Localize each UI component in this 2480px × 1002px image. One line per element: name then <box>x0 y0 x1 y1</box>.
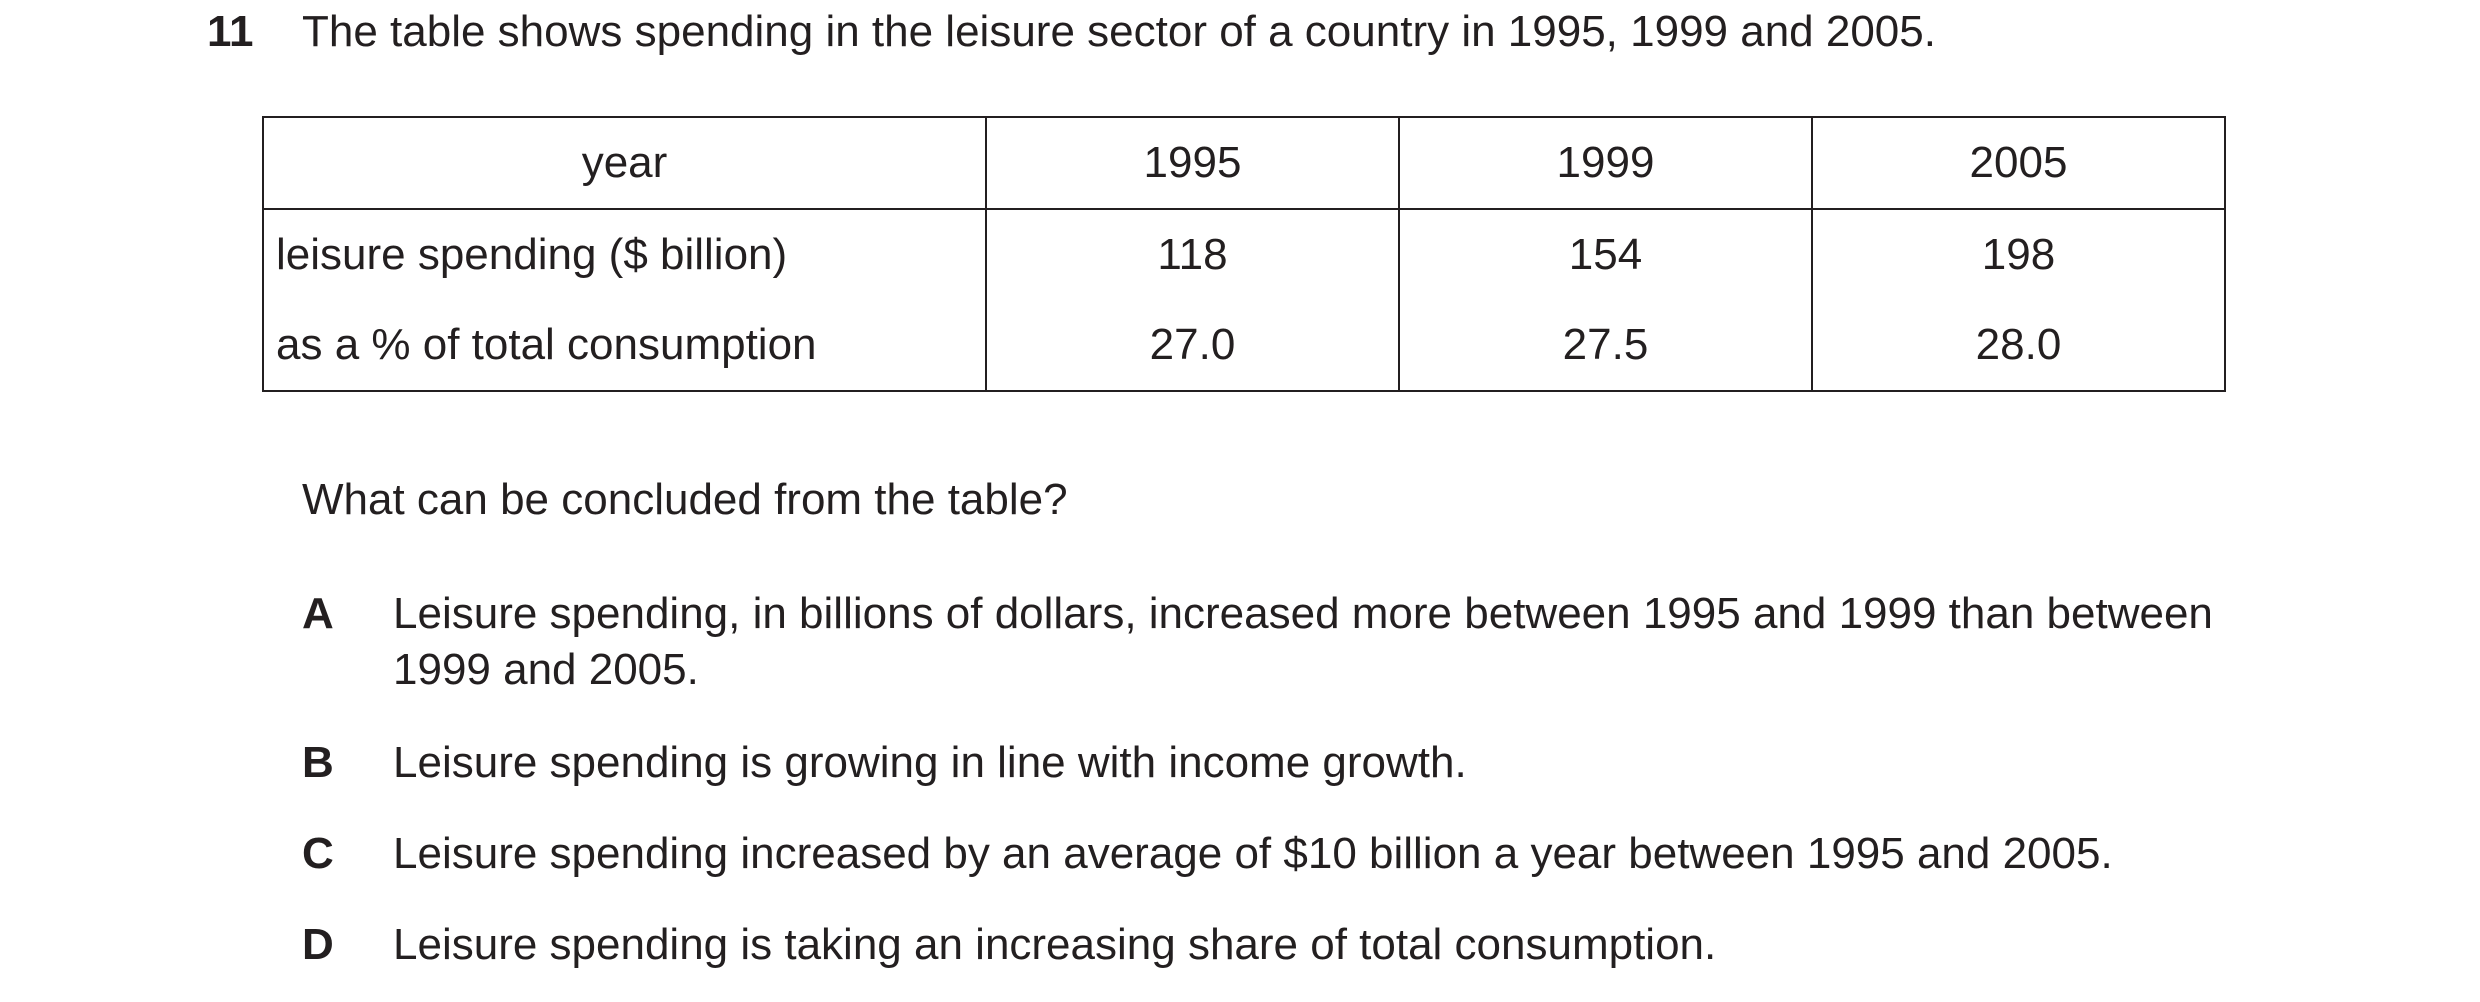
option-a-letter[interactable]: A <box>302 589 334 638</box>
table-cell: 27.0 <box>985 300 1400 392</box>
header-year-1999: 1999 <box>1398 116 1813 210</box>
table-cell: 154 <box>1398 209 1813 300</box>
table-header-row: year 1995 1999 2005 <box>262 116 2226 210</box>
option-b-letter[interactable]: B <box>302 738 334 787</box>
header-year-1995: 1995 <box>985 116 1400 210</box>
table-cell: 28.0 <box>1811 300 2226 392</box>
table-row: as a % of total consumption 27.0 27.5 28… <box>262 300 2226 392</box>
row-label-spending: leisure spending ($ billion) <box>262 209 987 300</box>
header-year-2005: 2005 <box>1811 116 2226 210</box>
question-prompt: What can be concluded from the table? <box>302 475 1068 524</box>
table-row: leisure spending ($ billion) 118 154 198 <box>262 209 2226 300</box>
leisure-spending-table: year 1995 1999 2005 leisure spending ($ … <box>262 116 2226 392</box>
row-label-percentage: as a % of total consumption <box>262 300 987 392</box>
option-b-text[interactable]: Leisure spending is growing in line with… <box>393 738 1467 787</box>
table-cell: 27.5 <box>1398 300 1813 392</box>
option-c-text[interactable]: Leisure spending increased by an average… <box>393 829 2113 878</box>
option-a-text[interactable]: Leisure spending, in billions of dollars… <box>393 589 2213 694</box>
option-c-letter[interactable]: C <box>302 829 334 878</box>
option-d-text[interactable]: Leisure spending is taking an increasing… <box>393 920 1717 969</box>
header-year-label: year <box>262 116 987 210</box>
question-number: 11 <box>207 7 254 56</box>
question-stem: The table shows spending in the leisure … <box>302 7 1936 56</box>
option-d-letter[interactable]: D <box>302 920 334 969</box>
table-cell: 198 <box>1811 209 2226 300</box>
table-cell: 118 <box>985 209 1400 300</box>
